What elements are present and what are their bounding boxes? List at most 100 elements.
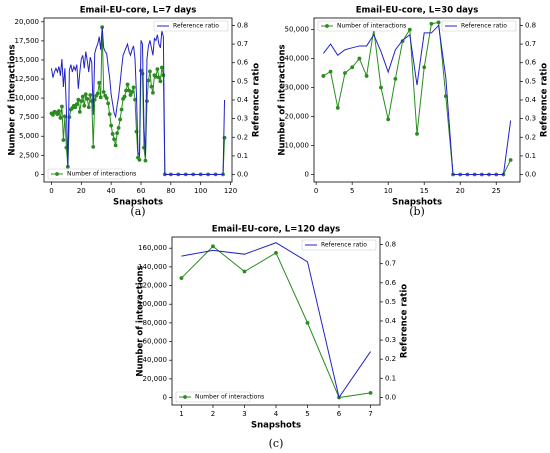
- data-point: [429, 21, 434, 26]
- y-tick-label: 160,000: [138, 244, 167, 252]
- data-point: [140, 71, 145, 76]
- legend-label: Number of interactions: [67, 171, 136, 178]
- x-tick-label: 20: [77, 187, 86, 195]
- y2-tick-label: 0.5: [525, 77, 536, 85]
- data-point: [127, 88, 131, 93]
- subplot: Email-EU-core, L=7 days 0 20 40 60 80 100 120 0 2…: [8, 6, 262, 219]
- y2-tick-label: 0.8: [525, 21, 536, 29]
- data-point: [98, 95, 103, 100]
- data-point: [211, 244, 215, 249]
- x-axis-label: Snapshots: [251, 421, 301, 431]
- data-point: [148, 69, 152, 74]
- x-tick-label: 5: [305, 410, 309, 418]
- data-point: [57, 109, 61, 113]
- y2-tick-label: 0.1: [385, 374, 396, 382]
- y2-tick-label: 0.3: [385, 336, 396, 344]
- data-point: [156, 75, 161, 80]
- y-tick-label: 20,000: [143, 375, 168, 383]
- y2-tick-label: 0.4: [237, 96, 249, 104]
- plot-frame: [313, 17, 521, 183]
- y2-axis-label: Reference ratio: [400, 284, 410, 358]
- y2-tick-label: 0.0: [237, 171, 248, 179]
- data-point: [350, 65, 355, 70]
- y-axis-label: Number of interactions: [8, 44, 18, 155]
- y-axis-label: Number of interactions: [136, 265, 146, 376]
- data-point: [393, 76, 398, 81]
- x-tick-label: 6: [337, 410, 342, 418]
- x-tick-label: 100: [194, 187, 207, 195]
- data-point: [95, 91, 100, 96]
- data-point: [131, 85, 136, 90]
- y-tick-label: 5,000: [19, 132, 39, 140]
- y2-tick-label: 0.7: [385, 260, 396, 268]
- data-point: [118, 117, 122, 122]
- x-tick-label: 0: [314, 187, 318, 195]
- legend-box: [175, 391, 251, 403]
- data-point: [77, 109, 82, 114]
- x-tick-label: 10: [384, 187, 393, 195]
- data-point: [415, 132, 419, 136]
- y-tick-label: 30,000: [285, 84, 310, 92]
- data-point: [159, 65, 164, 70]
- y-axis-label: Number of interactions: [278, 44, 288, 155]
- chart-title: Email-EU-core, L=30 days: [356, 6, 479, 16]
- data-point: [55, 112, 60, 117]
- y2-tick-label: 0.6: [385, 279, 397, 287]
- data-point: [130, 90, 134, 94]
- data-point: [133, 97, 137, 102]
- y-tick-label: 20,000: [285, 113, 310, 121]
- data-point: [155, 67, 160, 72]
- data-point: [357, 56, 362, 61]
- x-tick-label: 60: [137, 187, 146, 195]
- y-tick-label: 80,000: [143, 319, 168, 327]
- data-point: [242, 269, 247, 274]
- data-point: [407, 27, 412, 32]
- y2-tick-label: 0.5: [237, 77, 248, 85]
- data-point: [158, 79, 163, 84]
- data-point: [109, 123, 114, 128]
- data-point: [82, 103, 87, 108]
- legend-box: [301, 239, 377, 251]
- data-point: [62, 114, 67, 119]
- data-point: [143, 158, 148, 163]
- y-tick-label: 100,000: [138, 300, 167, 308]
- y-tick-label: 40,000: [285, 55, 310, 63]
- data-point: [328, 69, 333, 74]
- data-point: [97, 80, 102, 85]
- x-tick-label: 120: [224, 187, 237, 195]
- data-point: [125, 82, 130, 87]
- data-point: [119, 107, 124, 112]
- data-point: [128, 93, 133, 97]
- legend-box: [317, 20, 393, 32]
- data-point: [364, 74, 369, 78]
- subplot: Email-EU-core, L=120 days 1 2 3 4 5 6 7 0 20,000 4…: [136, 225, 410, 451]
- data-point: [151, 90, 155, 95]
- data-point: [110, 132, 115, 136]
- legend-label: Number of interactions: [195, 394, 264, 401]
- x-tick-label: 3: [242, 410, 246, 418]
- series-line: [322, 24, 512, 176]
- y2-tick-label: 0.3: [237, 115, 248, 123]
- data-point: [60, 104, 64, 109]
- data-point: [80, 94, 85, 99]
- y2-tick-label: 0.0: [385, 393, 396, 401]
- y-tick-label: 60,000: [143, 338, 168, 346]
- data-point: [379, 85, 383, 90]
- data-point: [112, 137, 117, 142]
- y2-tick-label: 0.6: [237, 59, 249, 67]
- data-point: [88, 93, 93, 97]
- data-point: [76, 97, 81, 102]
- legend-box: [47, 168, 123, 180]
- y-tick-label: 40,000: [143, 356, 168, 364]
- y-tick-label: 20,000: [15, 18, 40, 26]
- chart-title: Email-EU-core, L=7 days: [80, 6, 197, 16]
- data-point: [137, 157, 142, 162]
- y2-axis-label: Reference ratio: [252, 63, 262, 137]
- legend-marker: [55, 172, 59, 176]
- y2-tick-label: 0.4: [525, 96, 537, 104]
- y-tick-label: 15,000: [15, 56, 40, 64]
- y2-tick-label: 0.8: [237, 21, 248, 29]
- data-point: [86, 105, 91, 110]
- series-line: [181, 245, 371, 399]
- data-point: [58, 116, 63, 120]
